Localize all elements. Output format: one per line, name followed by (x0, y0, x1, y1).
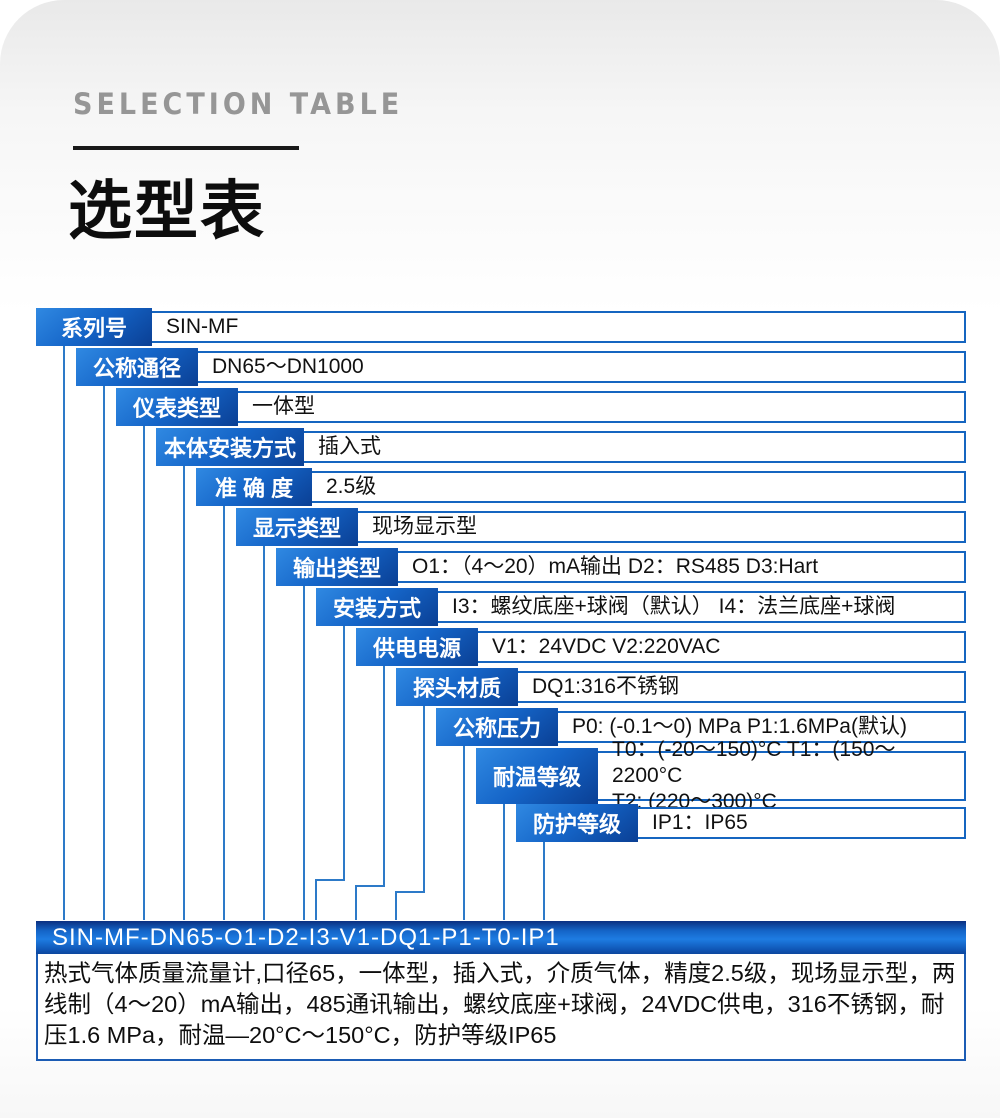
row-value: T0：(-20～150)°C T1：(150～2200°C T2: (220～3… (598, 738, 966, 813)
row-label: 探头材质 (396, 668, 518, 706)
row-value: IP1：IP65 (638, 807, 966, 839)
row-value: DQ1:316不锈钢 (518, 671, 966, 703)
row-label: 仪表类型 (116, 388, 238, 426)
row-label: 公称压力 (436, 708, 558, 746)
row-value: 插入式 (304, 431, 966, 463)
row-value: I3：螺纹底座+球阀（默认） I4：法兰底座+球阀 (438, 591, 966, 623)
row-value: DN65～DN1000 (198, 351, 966, 383)
row-label: 防护等级 (516, 804, 638, 842)
row-label: 显示类型 (236, 508, 358, 546)
row-value: O1：（4～20）mA输出 D2：RS485 D3:Hart (398, 551, 966, 583)
row-label: 本体安装方式 (156, 428, 304, 466)
row-label: 系列号 (36, 308, 152, 346)
row-value: 一体型 (238, 391, 966, 423)
row-value: V1：24VDC V2:220VAC (478, 631, 966, 663)
title-divider (73, 146, 299, 150)
model-description: 热式气体质量流量计,口径65，一体型，插入式，介质气体，精度2.5级，现场显示型… (36, 954, 966, 1061)
row-value: 现场显示型 (358, 511, 966, 543)
row-value: 2.5级 (312, 471, 966, 503)
row-value: SIN-MF (152, 311, 966, 343)
model-code-bar: SIN-MF-DN65-O1-D2-I3-V1-DQ1-P1-T0-IP1 (36, 921, 966, 954)
row-label: 公称通径 (76, 348, 198, 386)
row-value: P0: (-0.1～0) MPa P1:1.6MPa(默认) (558, 711, 966, 743)
row-label: 安装方式 (316, 588, 438, 626)
section-eyebrow: SELECTION TABLE (73, 88, 404, 122)
row-label: 准 确 度 (196, 468, 312, 506)
model-code: SIN-MF-DN65-O1-D2-I3-V1-DQ1-P1-T0-IP1 (52, 923, 560, 951)
page-title: 选型表 (68, 175, 266, 247)
row-label: 输出类型 (276, 548, 398, 586)
row-label: 耐温等级 (476, 748, 598, 804)
row-label: 供电电源 (356, 628, 478, 666)
